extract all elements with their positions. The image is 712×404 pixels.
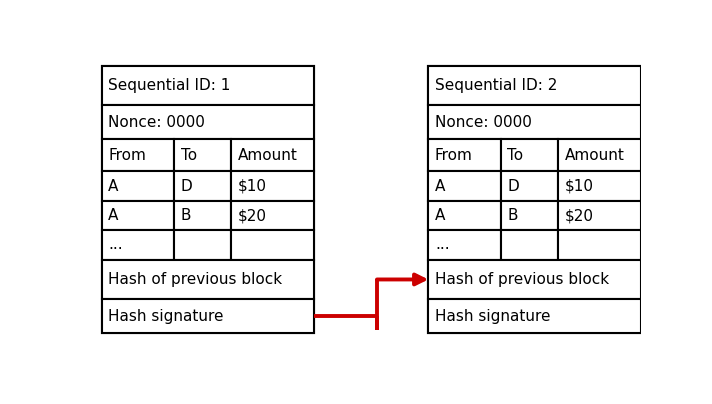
Text: B: B <box>181 208 191 223</box>
Text: ...: ... <box>435 238 449 252</box>
Bar <box>231 171 314 201</box>
Bar <box>429 299 641 333</box>
Text: Nonce: 0000: Nonce: 0000 <box>435 115 532 130</box>
Bar <box>429 139 501 171</box>
Text: Hash signature: Hash signature <box>435 309 550 324</box>
Text: Hash of previous block: Hash of previous block <box>108 272 283 287</box>
Bar <box>102 65 314 333</box>
Bar <box>102 105 314 139</box>
Bar <box>102 260 314 299</box>
Text: To: To <box>181 148 197 163</box>
Bar <box>231 201 314 230</box>
Bar <box>501 171 558 201</box>
Bar <box>231 230 314 260</box>
Bar <box>231 139 314 171</box>
Text: A: A <box>108 179 119 194</box>
Text: Nonce: 0000: Nonce: 0000 <box>108 115 205 130</box>
Text: D: D <box>507 179 519 194</box>
Text: From: From <box>435 148 473 163</box>
Bar <box>102 65 314 105</box>
Text: $10: $10 <box>565 179 594 194</box>
Text: Sequential ID: 1: Sequential ID: 1 <box>108 78 231 93</box>
Text: $20: $20 <box>238 208 267 223</box>
Text: $10: $10 <box>238 179 267 194</box>
Text: $20: $20 <box>565 208 594 223</box>
Text: D: D <box>181 179 192 194</box>
Text: Amount: Amount <box>565 148 624 163</box>
Bar <box>501 230 558 260</box>
Bar <box>429 65 641 333</box>
Bar <box>102 171 174 201</box>
Text: B: B <box>507 208 518 223</box>
Text: A: A <box>435 179 445 194</box>
Text: A: A <box>435 208 445 223</box>
Bar <box>558 139 641 171</box>
Bar <box>429 260 641 299</box>
Bar <box>429 230 501 260</box>
Bar <box>429 105 641 139</box>
Bar <box>501 201 558 230</box>
Text: Hash signature: Hash signature <box>108 309 224 324</box>
Bar <box>174 230 231 260</box>
Bar <box>102 139 174 171</box>
Text: To: To <box>507 148 523 163</box>
Bar <box>429 201 501 230</box>
Text: ...: ... <box>108 238 123 252</box>
Bar <box>102 201 174 230</box>
Bar <box>429 171 501 201</box>
Bar <box>102 299 314 333</box>
Bar <box>174 171 231 201</box>
Text: A: A <box>108 208 119 223</box>
Text: Amount: Amount <box>238 148 298 163</box>
Text: Sequential ID: 2: Sequential ID: 2 <box>435 78 557 93</box>
Bar <box>102 230 174 260</box>
Text: From: From <box>108 148 146 163</box>
Text: Hash of previous block: Hash of previous block <box>435 272 609 287</box>
Bar <box>174 201 231 230</box>
Bar <box>558 171 641 201</box>
Bar <box>558 201 641 230</box>
Bar <box>174 139 231 171</box>
Bar <box>501 139 558 171</box>
Bar <box>429 65 641 105</box>
Bar <box>558 230 641 260</box>
